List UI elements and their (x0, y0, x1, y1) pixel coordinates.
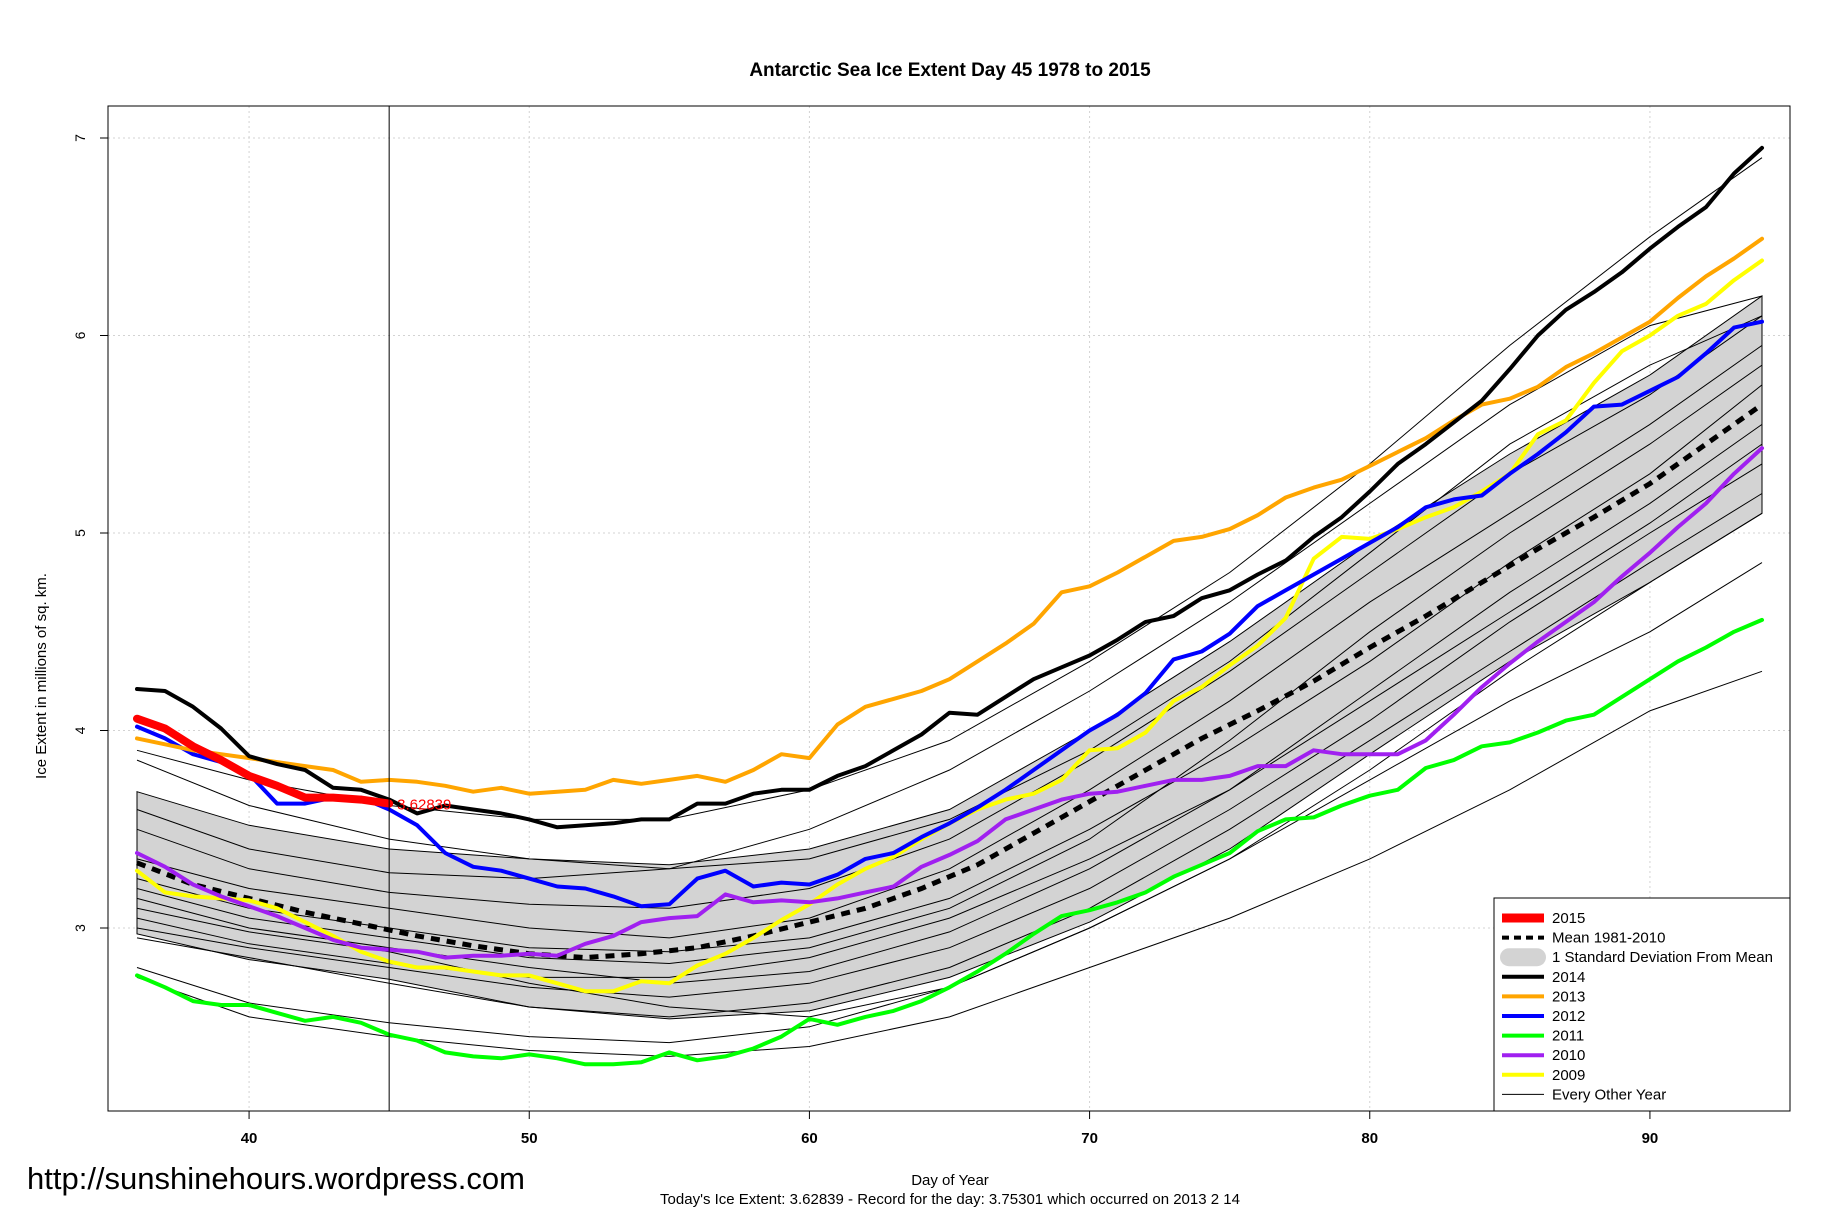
legend-label-6: 2011 (1552, 1028, 1584, 1045)
series-line-2014 (135, 145, 1764, 830)
marker-layer: 3.62839 (388, 106, 451, 1111)
legend-label-8: 2009 (1552, 1067, 1585, 1084)
legend-label-0: 2015 (1552, 910, 1585, 927)
x-axis-label: Day of Year (911, 1172, 989, 1189)
x-tick-label-40: 40 (241, 1130, 258, 1147)
series-line-2012 (135, 319, 1764, 909)
series-line-2015 (133, 714, 394, 808)
x-tick-label-80: 80 (1361, 1130, 1378, 1147)
x-tick-label-60: 60 (801, 1130, 818, 1147)
series-line-2013 (135, 236, 1764, 796)
x-tick-label-90: 90 (1642, 1130, 1659, 1147)
legend-label-7: 2010 (1552, 1047, 1585, 1064)
mean-line (136, 402, 1764, 961)
legend-label-2: 1 Standard Deviation From Mean (1552, 949, 1773, 966)
legend-swatch-2 (1500, 948, 1546, 967)
y-axis-ticks: 3 4 5 6 7 (72, 134, 108, 932)
legend-label-1: Mean 1981-2010 (1552, 930, 1665, 947)
legend-label-3: 2014 (1552, 969, 1585, 986)
y-tick-label-5: 5 (72, 529, 88, 537)
highlighted-series-layer (133, 145, 1764, 1067)
y-tick-label-4: 4 (72, 726, 88, 734)
series-line-2011 (135, 617, 1764, 1067)
legend-label-9: Every Other Year (1552, 1086, 1666, 1103)
y-tick-label-7: 7 (72, 134, 88, 142)
watermark-url: http://sunshinehours.wordpress.com (27, 1161, 525, 1196)
chart-title: Antarctic Sea Ice Extent Day 45 1978 to … (749, 60, 1151, 81)
current-value-label: 3.62839 (397, 797, 451, 814)
y-axis-label: Ice Extent in millions of sq. km. (33, 573, 50, 779)
y-tick-label-3: 3 (72, 924, 88, 932)
footer-record-text: Today's Ice Extent: 3.62839 - Record for… (660, 1191, 1240, 1208)
legend-label-5: 2012 (1552, 1008, 1585, 1025)
legend: 2015 Mean 1981-2010 1 Standard Deviation F… (1493, 897, 1791, 1112)
x-tick-label-70: 70 (1081, 1130, 1098, 1147)
mean-layer (136, 402, 1764, 961)
legend-label-4: 2013 (1552, 988, 1585, 1005)
x-axis-ticks: 40 50 60 70 80 90 (241, 1111, 1659, 1147)
x-tick-label-50: 50 (521, 1130, 538, 1147)
series-line-2010 (135, 446, 1764, 960)
y-tick-label-6: 6 (72, 331, 88, 339)
plot-frame (107, 105, 1791, 1112)
